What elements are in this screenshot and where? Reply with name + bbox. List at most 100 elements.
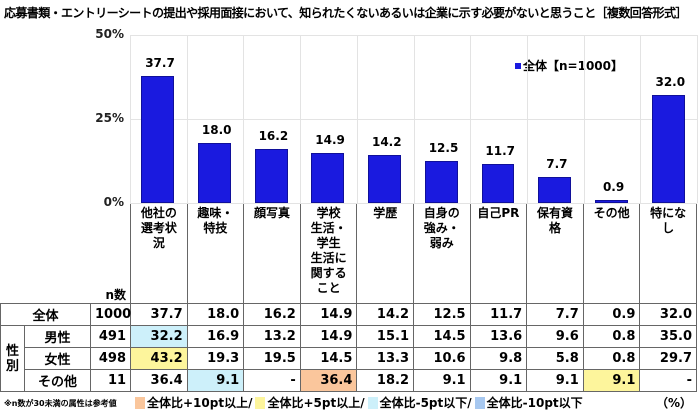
cell-value: 9.1	[469, 369, 528, 392]
category-header: 自身の 強み・ 弱み	[413, 203, 471, 304]
legend-swatch-icon	[474, 396, 485, 409]
bar	[368, 155, 401, 203]
table-row: その他 11 36.4 9.1-36.4 18.2 9.1 9.1 9.1 9.1-	[1, 369, 697, 392]
bar	[311, 152, 345, 203]
bar	[198, 142, 231, 203]
category-header: 保有資格	[526, 203, 584, 304]
gridline	[130, 35, 131, 203]
cell-value: 36.4	[299, 369, 358, 392]
cell-value: -	[243, 369, 301, 392]
data-label: 7.7	[546, 157, 568, 172]
cell-value: 9.1	[186, 369, 245, 392]
cell-value: 16.9	[186, 325, 245, 348]
gridline	[356, 35, 358, 203]
y-tick-label: 25%	[95, 111, 124, 125]
bar	[651, 95, 685, 203]
legend-label: 全体比+10pt以上/	[147, 396, 253, 410]
cell-value: 19.5	[243, 347, 301, 370]
category-header: 自己PR	[469, 203, 528, 304]
n-value: 498	[89, 347, 132, 370]
legend-swatch-icon	[255, 396, 266, 409]
cell-value: 9.6	[526, 325, 584, 348]
data-label: 32.0	[655, 75, 686, 90]
cell-value: 14.5	[413, 325, 471, 348]
n-header: n数	[0, 203, 131, 304]
table-row: 女性 498 43.2 19.3 19.5 14.5 13.3 10.6 9.8 5.8 0.8 29…	[1, 347, 697, 370]
category-header: 顔写真	[243, 203, 301, 304]
data-label: 18.0	[201, 122, 232, 137]
bar	[141, 76, 175, 203]
category-header: 学歴	[356, 203, 414, 304]
cell-value: 18.2	[356, 369, 414, 392]
gridline	[640, 35, 642, 203]
cell-value: 32.0	[639, 303, 697, 326]
legend-label: 全体比+5pt以上/	[267, 396, 365, 410]
cell-value: 11.7	[469, 303, 528, 326]
cell-value: 43.2	[130, 347, 188, 370]
gridline	[697, 35, 698, 203]
cell-value: 36.4	[130, 369, 188, 392]
cell-value: 9.1	[526, 369, 584, 392]
cell-value: 14.2	[356, 303, 414, 326]
gridline	[300, 35, 302, 203]
cell-value: 13.3	[356, 347, 414, 370]
bar	[424, 161, 458, 203]
data-label: 0.9	[602, 179, 625, 194]
group-label: 性別	[0, 325, 25, 392]
cell-value: 0.8	[582, 325, 641, 348]
cell-value: 9.1	[582, 369, 641, 392]
bar	[254, 148, 288, 203]
chart-title: 応募書類・エントリーシートの提出や採用面接において、知られたくないあるいは企業に…	[4, 6, 687, 20]
bar	[538, 177, 572, 203]
data-label: 14.9	[315, 132, 345, 147]
legend-label: 全体比-10pt以下	[486, 396, 583, 410]
data-label: 14.2	[371, 135, 402, 150]
row-label: 男性	[24, 325, 91, 348]
crosstab-table: n数 他社の 選考状況 趣味・ 特技 顔写真 学校 生活・ 学生 生活に 関する こと 学歴 自身の 強み・…	[0, 203, 697, 392]
gridline	[130, 203, 697, 204]
data-label: 16.2	[258, 128, 289, 143]
cell-value: 14.5	[299, 347, 358, 370]
unit-label: （%）	[655, 396, 692, 410]
gridline	[526, 35, 528, 203]
cell-value: -	[639, 369, 697, 392]
cell-value: 0.9	[582, 303, 641, 326]
row-label: その他	[24, 369, 91, 392]
table-row: 全体 1000 37.7 18.0 16.2 14.9 14.2 12.5 11.7 7.7 0.9…	[0, 303, 697, 326]
bar	[481, 163, 515, 203]
legend-swatch-icon	[135, 396, 145, 409]
data-label: 12.5	[428, 141, 459, 155]
cell-value: 35.0	[639, 325, 697, 348]
chart-legend: 全体【n=1000】	[515, 57, 623, 74]
cell-value: 19.3	[186, 347, 245, 370]
n-value: 11	[89, 369, 132, 392]
cell-value: 10.6	[413, 347, 471, 370]
y-tick-label: 50%	[95, 27, 124, 41]
cell-value: 7.7	[526, 303, 584, 326]
gridline	[470, 35, 472, 203]
cell-value: 5.8	[526, 347, 584, 370]
cell-value: 18.0	[186, 303, 245, 326]
cell-value: 37.7	[130, 303, 188, 326]
cell-value: 9.8	[469, 347, 528, 370]
cell-value: 15.1	[356, 325, 414, 348]
cell-value: 29.7	[639, 347, 697, 370]
category-header: 趣味・ 特技	[186, 203, 245, 304]
cell-value: 32.2	[130, 325, 188, 348]
data-label: 37.7	[145, 56, 175, 71]
n-value: 491	[89, 325, 132, 348]
category-header: その他	[582, 203, 641, 304]
data-label: 11.7	[485, 143, 515, 158]
legend-swatch-icon	[515, 62, 521, 69]
cell-value: 14.9	[299, 303, 358, 326]
footnote: ※n数が30未満の属性は参考値	[4, 399, 117, 408]
cell-value: 0.8	[582, 347, 641, 370]
color-legend: 全体比+10pt以上/全体比+5pt以上/全体比-5pt以下/全体比-10pt以…	[135, 394, 586, 411]
gridline	[583, 35, 585, 203]
cell-value: 12.5	[413, 303, 471, 326]
cell-value: 16.2	[243, 303, 301, 326]
n-value: 1000	[89, 303, 131, 326]
category-header: 特になし	[639, 203, 697, 304]
row-label: 全体	[0, 303, 91, 326]
legend-swatch-icon	[367, 396, 378, 409]
